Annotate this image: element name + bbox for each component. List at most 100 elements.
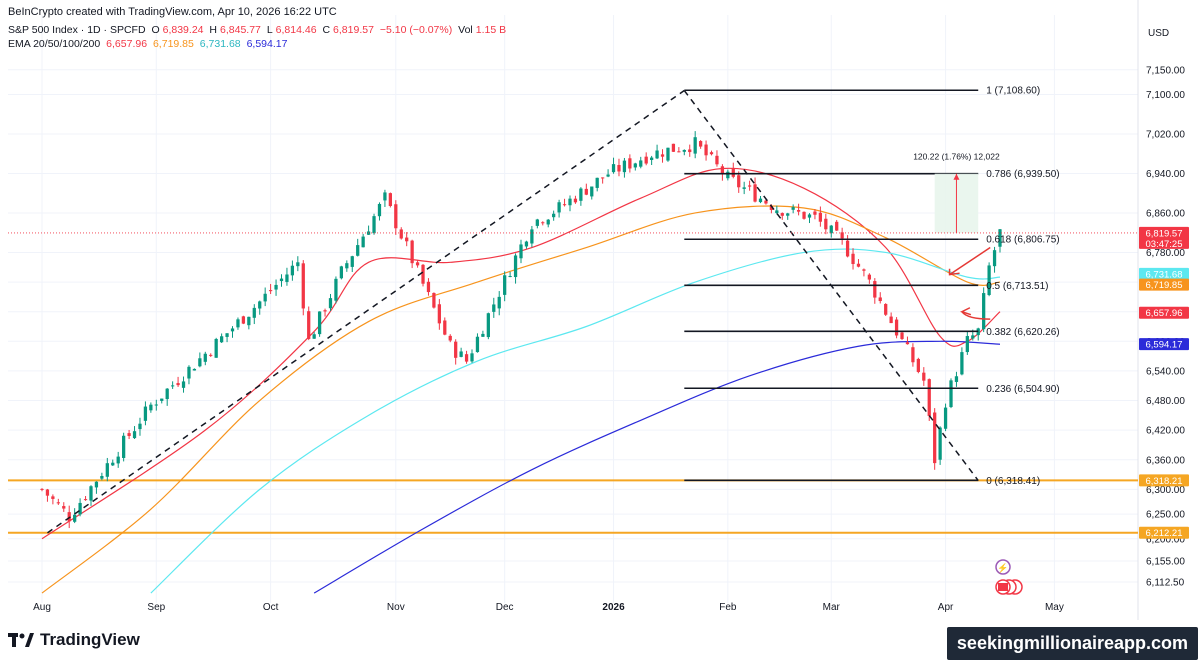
candle-down: [905, 342, 910, 345]
candle-down: [45, 489, 50, 496]
candle-up: [524, 241, 529, 247]
candle-up: [312, 334, 316, 339]
candle-up: [982, 293, 986, 330]
y-tick-label: 6,420.00: [1146, 426, 1185, 437]
tradingview-logo[interactable]: TradingView: [8, 630, 140, 650]
candle-up: [328, 298, 333, 309]
candle-up: [171, 385, 175, 387]
price-tag-subtext: 03:47:25: [1146, 239, 1183, 250]
price-tag-text: 6,719.85: [1146, 280, 1183, 291]
candle-down: [851, 253, 855, 265]
candle-up: [546, 219, 550, 225]
y-tick-label: 6,200.00: [1146, 534, 1185, 545]
candle-up: [503, 275, 507, 295]
ema-line-ema100: [150, 248, 1001, 594]
candle-down: [802, 211, 806, 219]
candle-down: [894, 319, 899, 336]
candle-up: [181, 381, 186, 388]
ema20-value: 6,657.96: [106, 38, 148, 50]
candle-up: [579, 188, 583, 201]
candle-down: [388, 193, 392, 207]
price-tag: [1139, 267, 1189, 280]
candle-down: [399, 229, 403, 239]
candle-up: [552, 213, 556, 218]
candle-up: [682, 149, 686, 152]
candle-up: [258, 301, 262, 309]
candle-down: [562, 204, 567, 206]
high-value: 6,845.77: [220, 24, 261, 36]
vol-value: 1.15 B: [475, 24, 507, 36]
price-tag-text: 6,731.68: [1146, 269, 1183, 280]
ema-label[interactable]: EMA 20/50/100/200: [8, 38, 101, 50]
event-lightning-icon: [995, 559, 1011, 575]
ema-line-ema20: [41, 167, 1001, 540]
candle-up: [622, 160, 627, 173]
fib-label: 0.5 (6,713.51): [986, 281, 1048, 292]
candle-up: [377, 203, 382, 217]
candle-up: [143, 406, 148, 421]
candle-up: [965, 336, 969, 353]
candle-up: [73, 514, 77, 522]
candle-up: [247, 316, 251, 326]
y-tick-label: 6,480.00: [1146, 396, 1185, 407]
candle-down: [83, 499, 88, 501]
candle-up: [89, 486, 93, 501]
candle-up: [252, 307, 256, 318]
x-tick-label: Mar: [823, 602, 841, 613]
candle-up: [508, 276, 512, 278]
candle-up: [383, 192, 387, 201]
candle-up: [960, 352, 964, 375]
tradingview-icon: [8, 633, 34, 647]
high-label: H: [209, 24, 218, 36]
fib-label: 1 (7,108.60): [986, 86, 1040, 97]
candle-down: [922, 372, 926, 381]
candle-up: [535, 219, 539, 226]
candle-down: [715, 155, 719, 165]
candle-down: [394, 204, 398, 229]
candle-up: [475, 336, 480, 353]
candle-down: [698, 141, 703, 147]
ema200-value: 6,594.17: [246, 38, 288, 50]
candle-down: [464, 354, 469, 362]
candle-up: [230, 328, 235, 332]
candle-down: [856, 263, 861, 267]
arrow-head: [959, 307, 972, 316]
candle-down: [573, 198, 578, 203]
candle-up: [949, 380, 953, 408]
candle-down: [688, 149, 692, 153]
vol-label: Vol: [458, 24, 473, 36]
candle-down: [584, 188, 588, 195]
candle-up: [198, 358, 202, 367]
x-tick-label: Oct: [263, 602, 279, 613]
candle-up: [497, 296, 501, 309]
candle-up: [568, 198, 572, 206]
annotations: 120.22 (1.76%) 12,022 ⚡: [8, 152, 1138, 595]
y-tick-label: 6,860.00: [1146, 208, 1185, 219]
candle-up: [236, 319, 240, 328]
candle-down: [927, 379, 931, 416]
candle-up: [78, 502, 82, 515]
arrow-head: [948, 268, 960, 276]
open-label: O: [151, 24, 160, 36]
candle-up: [655, 150, 659, 159]
candle-down: [628, 158, 632, 169]
candle-down: [709, 152, 714, 155]
candle-up: [345, 263, 349, 269]
candle-up: [943, 407, 948, 429]
candle-down: [323, 310, 327, 312]
candle-down: [677, 151, 681, 153]
candle-down: [769, 206, 774, 210]
candle-down: [878, 297, 882, 302]
candle-down: [51, 496, 55, 499]
candle-up: [606, 174, 610, 177]
ema-lines: [41, 167, 1001, 594]
candle-up: [633, 163, 637, 168]
candle-down: [660, 154, 665, 157]
candle-down: [933, 412, 937, 464]
candle-up: [285, 274, 289, 282]
candle-down: [818, 212, 823, 222]
symbol-name[interactable]: S&P 500 Index · 1D · SPCFD: [8, 24, 146, 36]
candle-up: [105, 463, 109, 477]
candle-down: [443, 320, 447, 335]
